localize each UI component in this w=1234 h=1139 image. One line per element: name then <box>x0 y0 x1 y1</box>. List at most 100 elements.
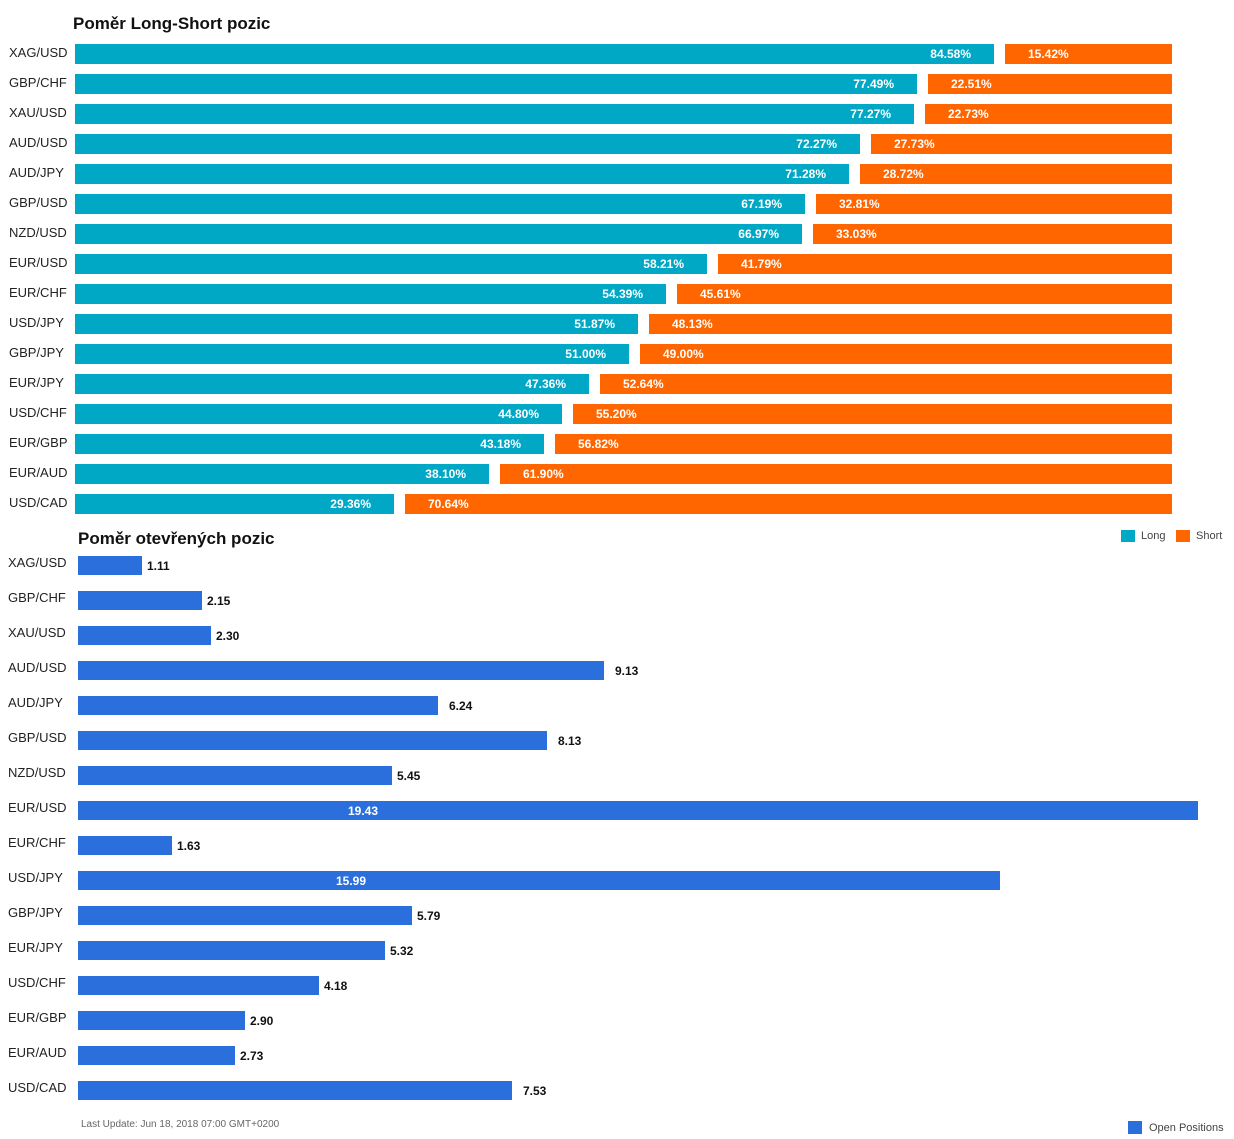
open-positions-value-label: 5.32 <box>390 944 414 958</box>
open-positions-value-label: 1.11 <box>147 559 170 573</box>
long-bar <box>75 44 994 64</box>
category-label: EUR/JPY <box>9 375 64 390</box>
legend-open-positions-label: Open Positions <box>1149 1122 1224 1134</box>
category-label: GBP/CHF <box>9 75 67 90</box>
category-label: GBP/CHF <box>8 590 66 605</box>
chart-title-open-positions: Poměr otevřených pozic <box>78 529 275 548</box>
open-positions-value-label: 9.13 <box>615 664 639 678</box>
category-label: USD/JPY <box>8 870 63 885</box>
category-label: NZD/USD <box>9 225 67 240</box>
short-bar <box>816 194 1172 214</box>
category-label: EUR/AUD <box>8 1045 67 1060</box>
open-positions-bar <box>78 1046 235 1065</box>
long-value-label: 43.18% <box>480 437 521 451</box>
category-label: USD/CAD <box>9 495 68 510</box>
long-bar <box>75 464 489 484</box>
short-bar <box>1005 44 1172 64</box>
long-value-label: 84.58% <box>930 47 971 61</box>
long-bar <box>75 344 629 364</box>
short-value-label: 49.00% <box>663 347 704 361</box>
category-label: EUR/AUD <box>9 465 68 480</box>
open-positions-value-label: 2.30 <box>216 629 240 643</box>
short-bar <box>871 134 1172 154</box>
long-bar <box>75 134 860 154</box>
long-value-label: 58.21% <box>643 257 684 271</box>
category-label: XAU/USD <box>8 625 66 640</box>
long-value-label: 29.36% <box>330 497 371 511</box>
open-positions-value-label: 2.73 <box>240 1049 264 1063</box>
short-bar <box>555 434 1172 454</box>
category-label: USD/CHF <box>8 975 66 990</box>
short-bar <box>928 74 1172 94</box>
open-positions-value-label: 8.13 <box>558 734 582 748</box>
open-positions-bar <box>78 906 412 925</box>
open-positions-bar <box>78 626 211 645</box>
long-value-label: 71.28% <box>785 167 826 181</box>
legend-long-swatch <box>1121 530 1135 542</box>
long-value-label: 66.97% <box>738 227 779 241</box>
long-value-label: 38.10% <box>425 467 466 481</box>
open-positions-value-label: 2.15 <box>207 594 231 608</box>
open-positions-value-label: 1.63 <box>177 839 201 853</box>
long-value-label: 54.39% <box>602 287 643 301</box>
long-value-label: 44.80% <box>498 407 539 421</box>
long-bar <box>75 314 638 334</box>
open-positions-value-label: 5.79 <box>417 909 441 923</box>
short-value-label: 15.42% <box>1028 47 1069 61</box>
long-value-label: 47.36% <box>525 377 566 391</box>
category-label: AUD/JPY <box>9 165 64 180</box>
open-positions-value-label: 4.18 <box>324 979 348 993</box>
short-value-label: 22.51% <box>951 77 992 91</box>
category-label: USD/CHF <box>9 405 67 420</box>
long-value-label: 51.87% <box>574 317 615 331</box>
long-bar <box>75 164 849 184</box>
long-bar <box>75 284 666 304</box>
long-bar <box>75 104 914 124</box>
short-value-label: 56.82% <box>578 437 619 451</box>
long-bar <box>75 434 544 454</box>
legend-open-positions-swatch <box>1128 1121 1142 1134</box>
open-positions-bar <box>78 661 604 680</box>
category-label: AUD/JPY <box>8 695 63 710</box>
short-bar <box>640 344 1172 364</box>
short-bar <box>500 464 1172 484</box>
category-label: GBP/JPY <box>9 345 64 360</box>
short-value-label: 45.61% <box>700 287 741 301</box>
long-value-label: 77.27% <box>850 107 891 121</box>
long-bar <box>75 74 917 94</box>
category-label: XAG/USD <box>9 45 68 60</box>
category-label: USD/CAD <box>8 1080 67 1095</box>
open-positions-bar <box>78 731 547 750</box>
last-update-text: Last Update: Jun 18, 2018 07:00 GMT+0200 <box>81 1119 280 1130</box>
short-bar <box>677 284 1172 304</box>
long-bar <box>75 194 805 214</box>
open-positions-value-label: 15.99 <box>335 874 367 888</box>
open-positions-bar <box>78 801 1198 820</box>
short-value-label: 41.79% <box>741 257 782 271</box>
category-label: EUR/JPY <box>8 940 63 955</box>
category-label: GBP/USD <box>9 195 68 210</box>
open-positions-bar <box>78 766 392 785</box>
category-label: AUD/USD <box>8 660 67 675</box>
open-positions-value-label: 5.45 <box>397 769 421 783</box>
short-value-label: 27.73% <box>894 137 935 151</box>
short-value-label: 28.72% <box>883 167 924 181</box>
short-bar <box>718 254 1172 274</box>
short-value-label: 52.64% <box>623 377 664 391</box>
long-bar <box>75 224 802 244</box>
long-bar <box>75 254 707 274</box>
open-positions-bar <box>78 1011 245 1030</box>
short-value-label: 22.73% <box>948 107 989 121</box>
long-bar <box>75 494 394 514</box>
short-bar <box>813 224 1172 244</box>
legend-long-label: Long <box>1141 530 1166 542</box>
open-positions-bar <box>78 836 172 855</box>
open-positions-value-label: 7.53 <box>523 1084 547 1098</box>
short-bar <box>405 494 1172 514</box>
category-label: USD/JPY <box>9 315 64 330</box>
long-bar <box>75 404 562 424</box>
short-value-label: 32.81% <box>839 197 880 211</box>
open-positions-bar <box>78 591 202 610</box>
legend-short-swatch <box>1176 530 1190 542</box>
